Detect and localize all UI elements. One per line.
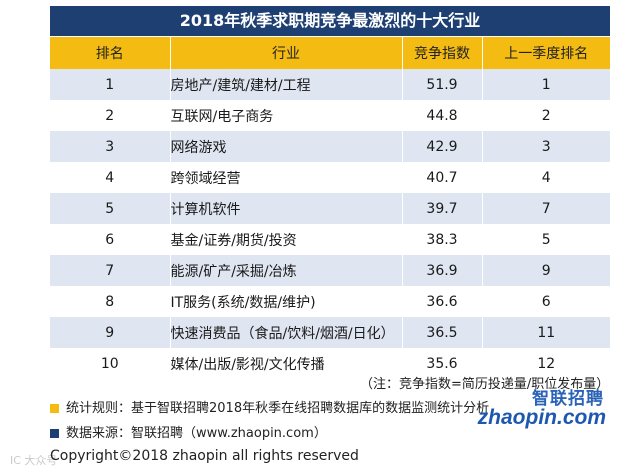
table-row: 6 基金/证券/期货/投资 38.3 5 bbox=[50, 224, 610, 255]
industry-cell: 快速消费品（食品/饮料/烟酒/日化） bbox=[170, 317, 403, 348]
rank-cell: 4 bbox=[50, 162, 171, 193]
prev-rank-cell: 12 bbox=[482, 348, 610, 379]
industry-cell: 跨领域经营 bbox=[170, 162, 403, 193]
watermark: IC 大众号 bbox=[10, 454, 58, 467]
copyright-text: Copyright©2018 zhaopin all rights reserv… bbox=[50, 448, 359, 464]
header-prev-rank: 上一季度排名 bbox=[482, 37, 610, 69]
table-row: 8 IT服务(系统/数据/维护) 36.6 6 bbox=[50, 286, 610, 317]
industry-cell: IT服务(系统/数据/维护) bbox=[170, 286, 403, 317]
industry-cell: 计算机软件 bbox=[170, 193, 403, 224]
score-cell: 40.7 bbox=[402, 162, 483, 193]
prev-rank-cell: 2 bbox=[482, 100, 610, 131]
industry-cell: 能源/矿产/采掘/冶炼 bbox=[170, 255, 403, 286]
score-cell: 36.5 bbox=[402, 317, 483, 348]
rank-cell: 7 bbox=[50, 255, 171, 286]
prev-rank-cell: 6 bbox=[482, 286, 610, 317]
prev-rank-cell: 4 bbox=[482, 162, 610, 193]
table-row: 3 网络游戏 42.9 3 bbox=[50, 131, 610, 162]
header-row: 排名 行业 竞争指数 上一季度排名 bbox=[50, 37, 610, 69]
score-cell: 35.6 bbox=[402, 348, 483, 379]
table-row: 10 媒体/出版/影视/文化传播 35.6 12 bbox=[50, 348, 610, 379]
rank-cell: 2 bbox=[50, 100, 171, 131]
table-row: 7 能源/矿产/采掘/冶炼 36.9 9 bbox=[50, 255, 610, 286]
table-row: 9 快速消费品（食品/饮料/烟酒/日化） 36.5 11 bbox=[50, 317, 610, 348]
prev-rank-cell: 9 bbox=[482, 255, 610, 286]
rank-cell: 6 bbox=[50, 224, 171, 255]
data-source-line: 数据来源：智联招聘（www.zhaopin.com） bbox=[50, 422, 327, 441]
rank-cell: 5 bbox=[50, 193, 171, 224]
data-source-text: 数据来源：智联招聘（www.zhaopin.com） bbox=[66, 426, 327, 441]
industry-cell: 房地产/建筑/建材/工程 bbox=[170, 69, 403, 100]
score-cell: 39.7 bbox=[402, 193, 483, 224]
rank-cell: 9 bbox=[50, 317, 171, 348]
header-score: 竞争指数 bbox=[402, 37, 483, 69]
logo-en-text: zhaopin.com bbox=[477, 406, 606, 429]
score-cell: 36.9 bbox=[402, 255, 483, 286]
zhaopin-logo: 智联招聘 zhaopin.com bbox=[478, 384, 610, 436]
industry-cell: 互联网/电子商务 bbox=[170, 100, 403, 131]
rank-cell: 8 bbox=[50, 286, 171, 317]
ranking-table: 排名 行业 竞争指数 上一季度排名 1 房地产/建筑/建材/工程 51.9 1 … bbox=[50, 37, 610, 379]
header-rank: 排名 bbox=[50, 37, 171, 69]
score-cell: 38.3 bbox=[402, 224, 483, 255]
blue-square-icon bbox=[50, 429, 59, 438]
industry-cell: 基金/证券/期货/投资 bbox=[170, 224, 403, 255]
table-row: 1 房地产/建筑/建材/工程 51.9 1 bbox=[50, 69, 610, 100]
table-title: 2018年秋季求职期竞争最激烈的十大行业 bbox=[50, 6, 610, 36]
prev-rank-cell: 7 bbox=[482, 193, 610, 224]
prev-rank-cell: 11 bbox=[482, 317, 610, 348]
index-note: （注：竞争指数=简历投递量/职位发布量） bbox=[360, 377, 610, 392]
prev-rank-cell: 1 bbox=[482, 69, 610, 100]
score-cell: 51.9 bbox=[402, 69, 483, 100]
rank-cell: 1 bbox=[50, 69, 171, 100]
score-cell: 44.8 bbox=[402, 100, 483, 131]
logo-cn-text: 智联招聘 bbox=[532, 389, 604, 409]
score-cell: 42.9 bbox=[402, 131, 483, 162]
table-row: 2 互联网/电子商务 44.8 2 bbox=[50, 100, 610, 131]
table-row: 4 跨领域经营 40.7 4 bbox=[50, 162, 610, 193]
score-cell: 36.6 bbox=[402, 286, 483, 317]
prev-rank-cell: 5 bbox=[482, 224, 610, 255]
header-industry: 行业 bbox=[170, 37, 403, 69]
stat-rule-text: 统计规则：基于智联招聘2018年秋季在线招聘数据库的数据监测统计分析 bbox=[66, 401, 490, 416]
rank-cell: 10 bbox=[50, 348, 171, 379]
yellow-square-icon bbox=[50, 404, 59, 413]
industry-cell: 网络游戏 bbox=[170, 131, 403, 162]
rank-cell: 3 bbox=[50, 131, 171, 162]
stat-rule-line: 统计规则：基于智联招聘2018年秋季在线招聘数据库的数据监测统计分析 bbox=[50, 397, 489, 416]
industry-cell: 媒体/出版/影视/文化传播 bbox=[170, 348, 403, 379]
prev-rank-cell: 3 bbox=[482, 131, 610, 162]
table-row: 5 计算机软件 39.7 7 bbox=[50, 193, 610, 224]
